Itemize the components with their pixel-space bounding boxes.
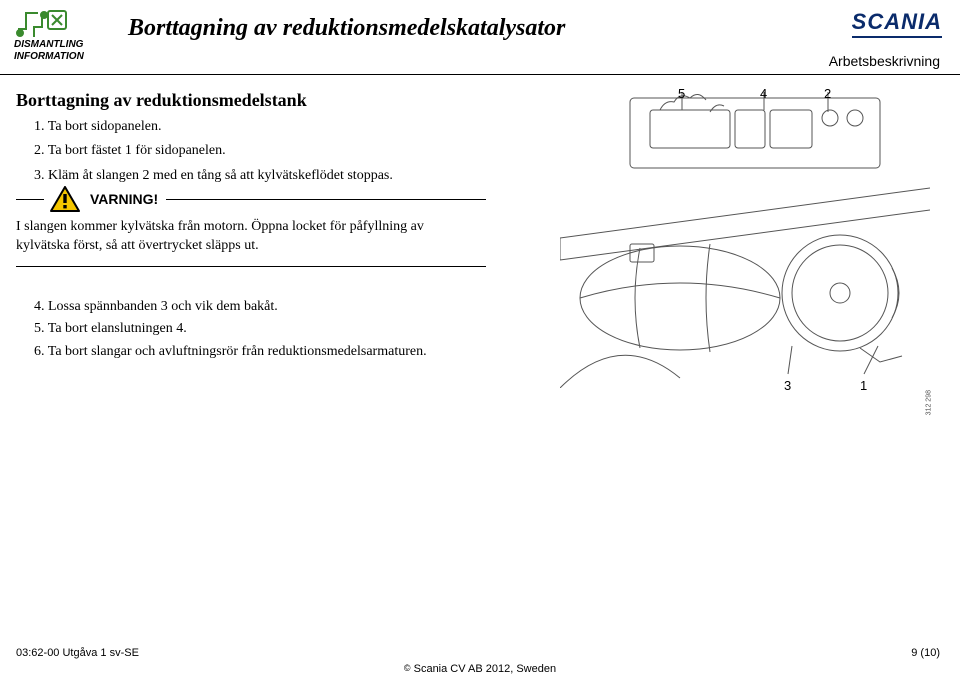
figure-callout: 3 [784,378,791,393]
step-item: 1. Ta bort sidopanelen. [34,116,393,138]
warning-block: VARNING! I slangen kommer kylvätska från… [16,186,486,267]
document-type: Arbetsbeskrivning [829,53,940,69]
step-item: 4. Lossa spännbanden 3 och vik dem bakåt… [34,296,427,318]
warning-rule [16,199,44,200]
footer-center-text: Scania CV AB 2012, Sweden [414,663,556,675]
warning-triangle-icon [50,186,80,212]
warning-rule [166,199,486,200]
page: DISMANTLING INFORMATION Borttagning av r… [0,0,960,687]
warning-text: I slangen kommer kylvätska från motorn. … [16,218,486,256]
step-item: 5. Ta bort elanslutningen 4. [34,318,427,340]
footer-left: 03:62-00 Utgåva 1 sv-SE [16,647,139,659]
step-item: 3. Kläm åt slangen 2 med en tång så att … [34,165,393,187]
figure-code: 312 298 [925,390,932,415]
page-header: DISMANTLING INFORMATION Borttagning av r… [0,5,960,75]
figure-callout: 2 [824,86,831,101]
brand-wordmark: SCANIA [852,9,942,38]
figure-svg [560,88,930,388]
logo-text-2: INFORMATION [14,51,85,62]
figure-callout: 4 [760,86,767,101]
footer-right: 9 (10) [911,647,940,659]
document-title: Borttagning av reduktionsmedelskatalysat… [128,15,565,42]
figure-callout: 5 [678,86,685,101]
technical-figure: 5 4 2 3 1 312 298 [560,88,930,388]
section-title: Borttagning av reduktionsmedelstank [16,90,307,111]
brand-logo: SCANIA [852,9,942,38]
figure-callout: 1 [860,378,867,393]
steps-top: 1. Ta bort sidopanelen. 2. Ta bort fäste… [34,116,393,189]
footer-center: © Scania CV AB 2012, Sweden [404,663,556,675]
warning-label: VARNING! [90,191,158,207]
step-item: 2. Ta bort fästet 1 för sidopanelen. [34,140,393,162]
logo-text-1: DISMANTLING [14,39,84,50]
steps-bottom: 4. Lossa spännbanden 3 och vik dem bakåt… [34,296,427,363]
warning-rule-bottom [16,266,486,267]
dismantling-logo: DISMANTLING INFORMATION [14,9,112,68]
step-item: 6. Ta bort slangar och avluftningsrör fr… [34,341,427,363]
warning-header: VARNING! [16,186,486,212]
